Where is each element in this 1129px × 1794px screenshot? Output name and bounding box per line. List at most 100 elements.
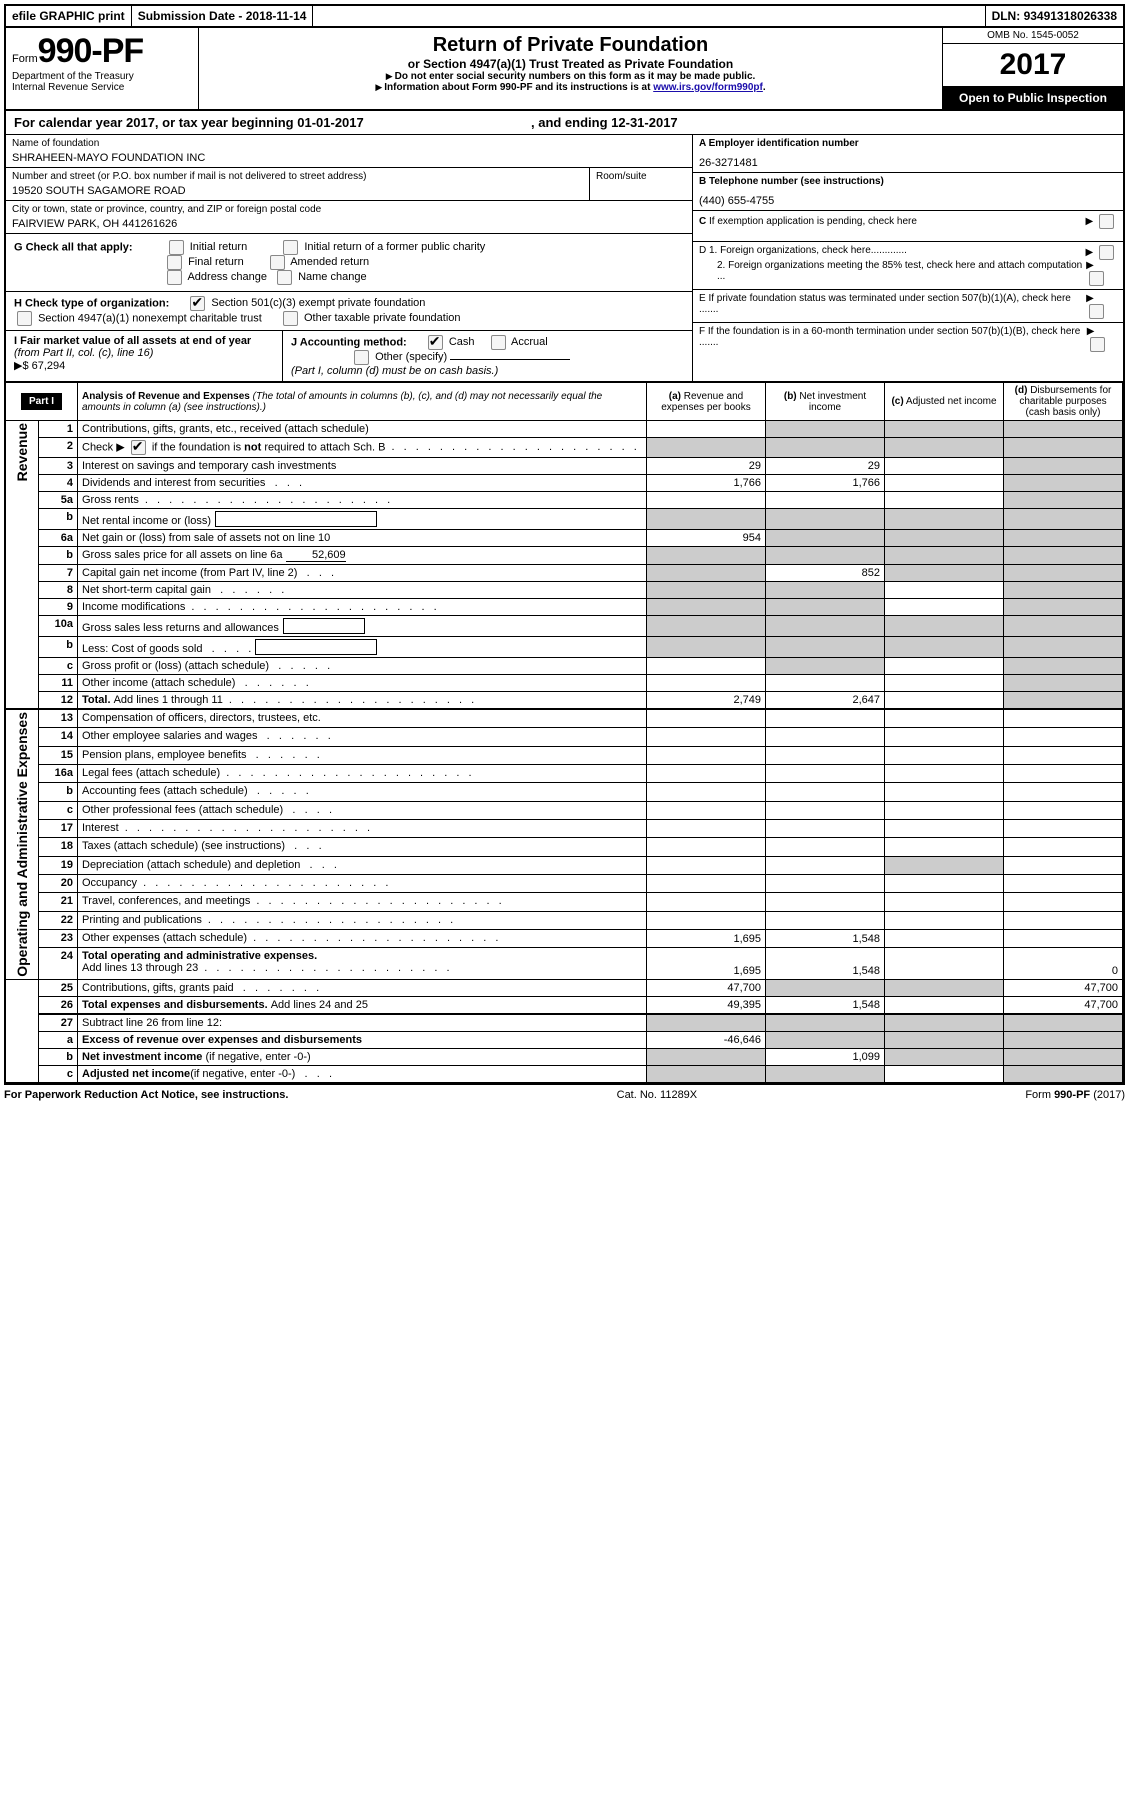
footer: For Paperwork Reduction Act Notice, see …	[4, 1085, 1125, 1101]
city-state-zip: FAIRVIEW PARK, OH 441261626	[12, 215, 686, 230]
form-container: efile GRAPHIC print Submission Date - 20…	[4, 4, 1125, 1085]
line-3: Interest on savings and temporary cash i…	[78, 458, 647, 475]
initial-return-checkbox[interactable]	[169, 240, 184, 255]
line-16c: Other professional fees (attach schedule…	[78, 801, 647, 819]
ein-value: 26-3271481	[699, 149, 1117, 169]
exemption-pending-checkbox[interactable]	[1099, 214, 1114, 229]
60month-checkbox[interactable]	[1090, 337, 1105, 352]
instructions-link[interactable]: www.irs.gov/form990pf	[653, 82, 763, 93]
street-address: 19520 SOUTH SAGAMORE ROAD	[12, 182, 583, 197]
tax-year: 2017	[943, 44, 1123, 87]
dept-label: Department of the Treasury	[12, 71, 192, 82]
501c3-checkbox[interactable]	[190, 296, 205, 311]
line-23: Other expenses (attach schedule)	[78, 929, 647, 947]
line-27: Subtract line 26 from line 12:	[78, 1014, 647, 1032]
line-5b: Net rental income or (loss)	[78, 509, 647, 530]
section-e: E If private foundation status was termi…	[693, 290, 1123, 323]
line-6a: Net gain or (loss) from sale of assets n…	[78, 530, 647, 547]
col-b-header: Net investment income	[799, 391, 866, 413]
section-d: D 1. Foreign organizations, check here..…	[693, 242, 1123, 290]
address-change-checkbox[interactable]	[167, 270, 182, 285]
line-26: Total expenses and disbursements. Add li…	[78, 996, 647, 1014]
top-bar: efile GRAPHIC print Submission Date - 20…	[6, 6, 1123, 28]
line-25: Contributions, gifts, grants paid . . . …	[78, 979, 647, 996]
line-7: Capital gain net income (from Part IV, l…	[78, 565, 647, 582]
line-24: Total operating and administrative expen…	[78, 948, 647, 979]
status-terminated-checkbox[interactable]	[1089, 304, 1104, 319]
year-block: OMB No. 1545-0052 2017 Open to Public In…	[943, 28, 1123, 109]
4947a1-checkbox[interactable]	[17, 311, 32, 326]
line-13: Compensation of officers, directors, tru…	[78, 709, 647, 728]
form-number: 990-PF	[38, 32, 144, 70]
cash-checkbox[interactable]	[428, 335, 443, 350]
form-footer: Form 990-PF (2017)	[1025, 1089, 1125, 1101]
form-title: Return of Private Foundation	[205, 34, 936, 57]
form-subtitle: or Section 4947(a)(1) Trust Treated as P…	[205, 57, 936, 71]
irs-label: Internal Revenue Service	[12, 82, 192, 93]
submission-date: Submission Date - 2018-11-14	[132, 6, 314, 26]
accrual-checkbox[interactable]	[491, 335, 506, 350]
line-11: Other income (attach schedule) . . . . .…	[78, 675, 647, 692]
line-18: Taxes (attach schedule) (see instruction…	[78, 838, 647, 856]
header-row: Form990-PF Department of the Treasury In…	[6, 28, 1123, 111]
line-12: Total. Add lines 1 through 11	[78, 692, 647, 710]
initial-former-checkbox[interactable]	[283, 240, 298, 255]
telephone-box: B Telephone number (see instructions) (4…	[693, 173, 1123, 211]
section-g: G Check all that apply: Initial return I…	[6, 234, 692, 292]
final-return-checkbox[interactable]	[167, 255, 182, 270]
address-box: Number and street (or P.O. box number if…	[6, 168, 590, 200]
part1-label: Part I	[21, 393, 62, 410]
ssn-note: Do not enter social security numbers on …	[395, 71, 756, 82]
line-17: Interest	[78, 820, 647, 838]
other-method-checkbox[interactable]	[354, 350, 369, 365]
line-6b: Gross sales price for all assets on line…	[78, 547, 647, 565]
foreign-org-checkbox[interactable]	[1099, 245, 1114, 260]
schb-not-required-checkbox[interactable]	[131, 440, 146, 455]
line-15: Pension plans, employee benefits . . . .…	[78, 746, 647, 764]
line-19: Depreciation (attach schedule) and deple…	[78, 856, 647, 874]
foreign-85pct-checkbox[interactable]	[1089, 271, 1104, 286]
expenses-label: Operating and Administrative Expenses	[10, 712, 34, 977]
amended-return-checkbox[interactable]	[270, 255, 285, 270]
line-22: Printing and publications	[78, 911, 647, 929]
col-c-header: Adjusted net income	[906, 396, 997, 407]
line-16a: Legal fees (attach schedule)	[78, 765, 647, 783]
omb-number: OMB No. 1545-0052	[943, 28, 1123, 44]
line-2: Check ▶ if the foundation is not require…	[78, 438, 647, 458]
line-8: Net short-term capital gain . . . . . .	[78, 582, 647, 599]
paperwork-notice: For Paperwork Reduction Act Notice, see …	[4, 1089, 288, 1101]
section-j: J Accounting method: Cash Accrual Other …	[283, 331, 692, 381]
city-box: City or town, state or province, country…	[6, 201, 692, 234]
room-suite-box: Room/suite	[590, 168, 692, 200]
line-27a: Excess of revenue over expenses and disb…	[78, 1031, 647, 1048]
ein-box: A Employer identification number 26-3271…	[693, 135, 1123, 173]
foundation-name-box: Name of foundation SHRAHEEN-MAYO FOUNDAT…	[6, 135, 692, 168]
other-taxable-checkbox[interactable]	[283, 311, 298, 326]
line-9: Income modifications	[78, 599, 647, 616]
dln: DLN: 93491318026338	[986, 6, 1123, 26]
part1-table: Part I Analysis of Revenue and Expenses …	[6, 381, 1123, 1083]
name-change-checkbox[interactable]	[277, 270, 292, 285]
fmv-value: 67,294	[32, 360, 66, 372]
line-16b: Accounting fees (attach schedule) . . . …	[78, 783, 647, 801]
section-c: C If exemption application is pending, c…	[693, 211, 1123, 242]
line-20: Occupancy	[78, 875, 647, 893]
line-4: Dividends and interest from securities .…	[78, 475, 647, 492]
entity-block: Name of foundation SHRAHEEN-MAYO FOUNDAT…	[6, 135, 1123, 381]
revenue-label: Revenue	[10, 423, 34, 481]
section-h: H Check type of organization: Section 50…	[6, 292, 692, 331]
inspection-label: Open to Public Inspection	[943, 87, 1123, 109]
line-14: Other employee salaries and wages . . . …	[78, 728, 647, 746]
form-number-block: Form990-PF Department of the Treasury In…	[6, 28, 199, 109]
efile-print: efile GRAPHIC print	[6, 6, 132, 26]
line-5a: Gross rents	[78, 492, 647, 509]
part1-title: Analysis of Revenue and Expenses	[82, 391, 253, 402]
line-1: Contributions, gifts, grants, etc., rece…	[78, 421, 647, 438]
col-d-header: Disbursements for charitable purposes (c…	[1019, 385, 1111, 418]
title-block: Return of Private Foundation or Section …	[199, 28, 943, 109]
line-21: Travel, conferences, and meetings	[78, 893, 647, 911]
line-10c: Gross profit or (loss) (attach schedule)…	[78, 658, 647, 675]
telephone-value: (440) 655-4755	[699, 187, 1117, 207]
foundation-name: SHRAHEEN-MAYO FOUNDATION INC	[12, 149, 686, 164]
section-i: I Fair market value of all assets at end…	[6, 331, 283, 381]
